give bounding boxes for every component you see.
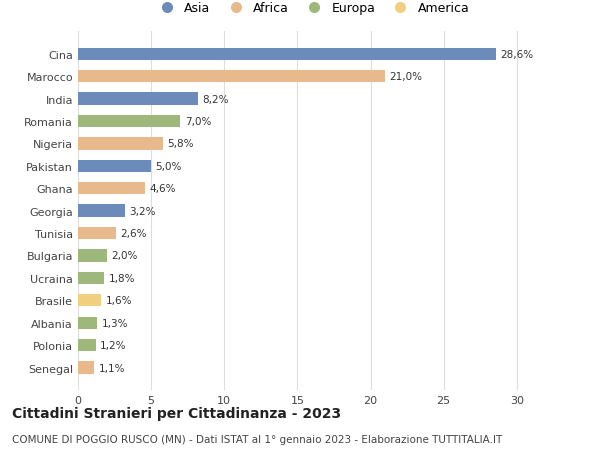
Bar <box>78 317 97 329</box>
Text: 8,2%: 8,2% <box>202 94 229 104</box>
Text: 1,8%: 1,8% <box>109 273 135 283</box>
Legend: Asia, Africa, Europa, America: Asia, Africa, Europa, America <box>151 0 473 19</box>
Bar <box>78 138 163 150</box>
Bar <box>78 71 385 83</box>
Bar <box>78 160 151 173</box>
Text: 28,6%: 28,6% <box>500 50 534 60</box>
Bar <box>78 183 145 195</box>
Text: COMUNE DI POGGIO RUSCO (MN) - Dati ISTAT al 1° gennaio 2023 - Elaborazione TUTTI: COMUNE DI POGGIO RUSCO (MN) - Dati ISTAT… <box>12 434 502 444</box>
Bar <box>78 205 125 217</box>
Text: 7,0%: 7,0% <box>185 117 211 127</box>
Bar <box>78 250 107 262</box>
Text: 1,3%: 1,3% <box>101 318 128 328</box>
Text: 1,2%: 1,2% <box>100 341 127 350</box>
Bar <box>78 362 94 374</box>
Bar <box>78 48 496 61</box>
Text: 4,6%: 4,6% <box>149 184 176 194</box>
Text: 3,2%: 3,2% <box>129 206 155 216</box>
Text: 5,8%: 5,8% <box>167 139 194 149</box>
Text: 2,6%: 2,6% <box>121 229 147 239</box>
Text: 2,0%: 2,0% <box>112 251 138 261</box>
Bar <box>78 272 104 285</box>
Bar <box>78 227 116 240</box>
Text: 1,6%: 1,6% <box>106 296 132 306</box>
Text: 5,0%: 5,0% <box>155 162 182 171</box>
Text: Cittadini Stranieri per Cittadinanza - 2023: Cittadini Stranieri per Cittadinanza - 2… <box>12 406 341 420</box>
Bar <box>78 339 95 352</box>
Text: 21,0%: 21,0% <box>389 72 422 82</box>
Bar <box>78 93 198 106</box>
Text: 1,1%: 1,1% <box>98 363 125 373</box>
Bar <box>78 295 101 307</box>
Bar <box>78 116 181 128</box>
